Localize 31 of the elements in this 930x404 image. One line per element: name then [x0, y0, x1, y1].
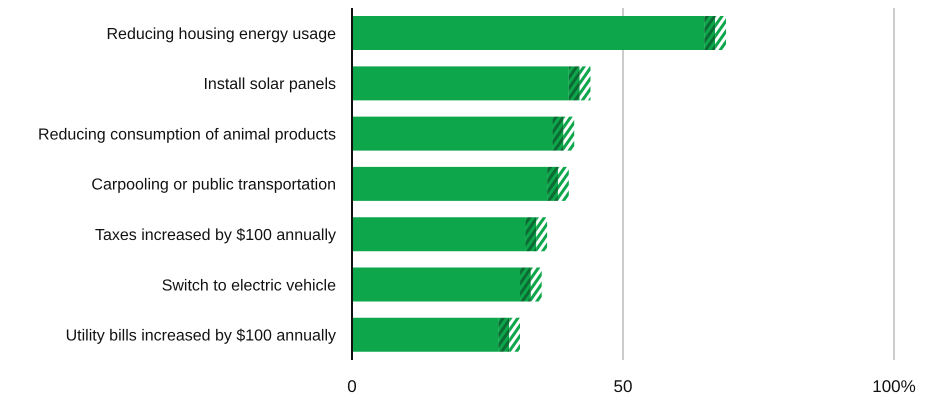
bar	[498, 318, 510, 352]
y-tick-label: Reducing consumption of animal products	[38, 126, 336, 144]
bar	[536, 217, 548, 252]
bar	[547, 166, 558, 201]
bar	[704, 16, 716, 50]
bar	[352, 116, 553, 151]
y-tick-label: Carpooling or public transportation	[91, 176, 336, 194]
bar	[509, 318, 520, 352]
y-tick-label: Install solar panels	[203, 76, 336, 94]
bar	[530, 267, 542, 302]
bar	[552, 116, 564, 151]
bar	[715, 16, 726, 50]
y-tick-label: Switch to electric vehicle	[162, 277, 336, 294]
x-tick-label: 50	[614, 377, 632, 396]
bar	[563, 116, 574, 151]
y-tick-label: Utility bills increased by $100 annually	[66, 328, 336, 345]
bar	[352, 166, 548, 201]
y-tick-label: Taxes increased by $100 annually	[94, 226, 336, 244]
bar	[352, 217, 526, 252]
y-tick-label: Reducing housing energy usage	[106, 26, 336, 43]
bar	[520, 267, 531, 302]
bar	[525, 217, 536, 252]
bar	[352, 267, 520, 302]
x-tick-label: 100%	[872, 377, 916, 396]
bar	[352, 66, 569, 100]
x-tick-label: 0	[347, 377, 357, 396]
bar	[352, 16, 704, 50]
bar	[352, 318, 498, 352]
bar	[580, 66, 590, 100]
bar	[568, 66, 580, 100]
bar	[558, 166, 569, 201]
